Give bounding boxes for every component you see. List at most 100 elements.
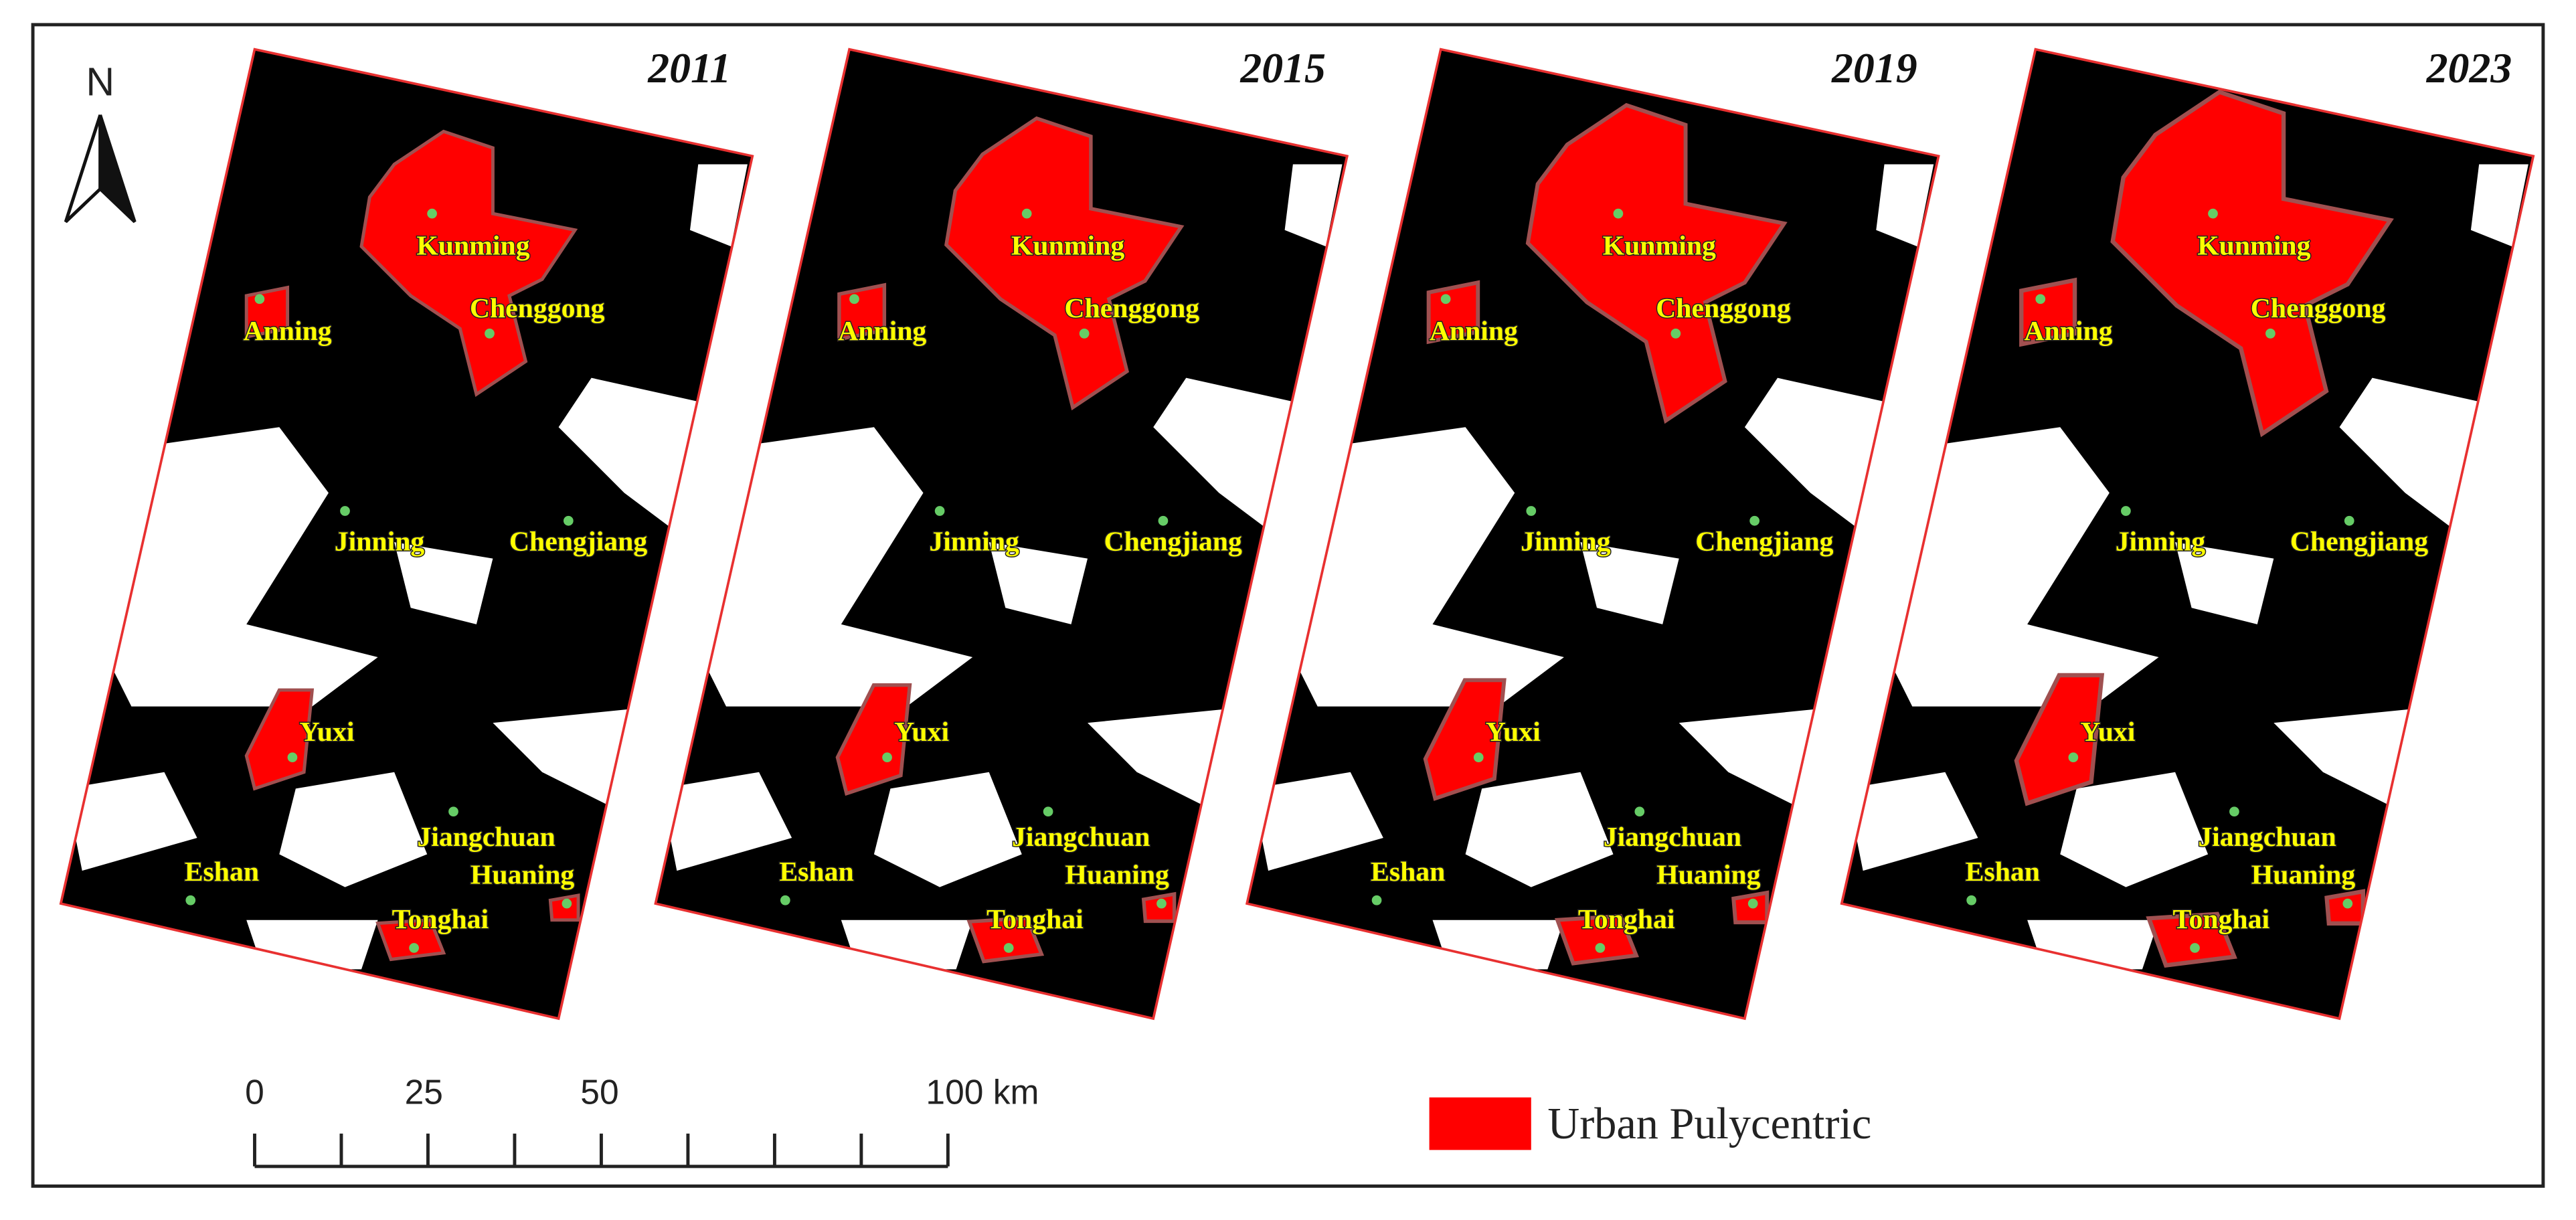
city-point [485, 329, 495, 339]
city-point [185, 895, 196, 905]
north-arrow-right [98, 114, 137, 224]
city-point [882, 752, 892, 763]
non-urban-area [1580, 542, 1679, 624]
non-urban-area [689, 164, 748, 247]
city-label: Jinning [1521, 526, 1611, 557]
city-label: Chengjiang [1695, 526, 1833, 557]
non-urban-area [106, 427, 378, 707]
panel-year: 2023 [2426, 44, 2512, 92]
city-point [1747, 898, 1758, 909]
legend: Urban Pulycentric [1429, 1097, 1871, 1150]
city-point [1613, 208, 1624, 219]
city-label: Chengjiang [509, 526, 647, 557]
city-point [2035, 294, 2046, 304]
city-label: Anning [243, 316, 331, 347]
city-point [287, 752, 298, 763]
panel-border [1840, 48, 2535, 1021]
city-point [934, 506, 945, 516]
scale-label: 100 km [926, 1073, 1039, 1112]
north-label: N [86, 60, 114, 104]
city-label: Chenggong [470, 293, 605, 324]
urban-area [1554, 913, 1640, 966]
city-point [2344, 515, 2354, 526]
city-point [1670, 329, 1681, 339]
city-point [1156, 898, 1167, 909]
city-point [2265, 329, 2276, 339]
city-label: Eshan [779, 857, 853, 887]
city-point [1003, 943, 1014, 953]
city-point [2068, 752, 2079, 763]
city-label: Jinning [929, 526, 1019, 557]
city-label: Huaning [470, 860, 575, 891]
map-panel: 2019 Kunming Chenggong Anning Jinning Chengji… [1245, 44, 1940, 1021]
city-point [2190, 943, 2200, 953]
non-urban-area [1292, 427, 1564, 707]
city-point [1473, 752, 1484, 763]
city-label: Jinning [335, 526, 425, 557]
city-point [2342, 898, 2353, 909]
non-urban-area [1465, 772, 1614, 887]
city-label: Yuxi [894, 717, 949, 748]
city-label: Eshan [1966, 857, 2040, 887]
legend-label: Urban Pulycentric [1547, 1100, 1871, 1148]
city-label: Yuxi [1486, 717, 1541, 748]
non-urban-area [1847, 772, 1978, 871]
non-urban-area [394, 542, 493, 624]
city-label: Anning [1430, 316, 1518, 347]
city-point [563, 515, 574, 526]
city-label: Jiangchuan [2198, 822, 2336, 853]
scale-label: 0 [245, 1073, 264, 1112]
city-label: Tonghai [1578, 904, 1675, 935]
panel-border [1245, 48, 1940, 1021]
city-point [427, 208, 437, 219]
city-label: Yuxi [2080, 717, 2135, 748]
panel-year: 2011 [647, 44, 731, 92]
panel-border [654, 48, 1349, 1021]
city-label: Chengjiang [2290, 526, 2428, 557]
non-urban-area [2060, 772, 2209, 887]
non-urban-area [2470, 164, 2528, 247]
city-point [340, 506, 350, 516]
map-panel: 2011 Kunming Chenggong Anning Jinning Chengji… [59, 44, 754, 1021]
urban-area [244, 688, 315, 791]
city-point [849, 294, 859, 304]
panel-year: 2019 [1831, 44, 1917, 92]
urban-area [966, 916, 1045, 964]
city-point [1595, 943, 1606, 953]
urban-area [2019, 277, 2077, 347]
city-label: Kunming [2197, 231, 2310, 262]
north-arrow: N [64, 60, 137, 224]
city-label: Anning [2024, 316, 2112, 347]
non-urban-area [1876, 164, 1934, 247]
non-urban-area [660, 772, 792, 871]
urban-area [375, 918, 446, 962]
city-label: Yuxi [300, 717, 355, 748]
scale-label: 50 [580, 1073, 618, 1112]
non-urban-area [1252, 772, 1383, 871]
city-label: Eshan [185, 857, 259, 887]
map-panel: 2023 Kunming Chenggong Anning Jinning Chengji… [1840, 44, 2535, 1021]
panel-year: 2015 [1239, 44, 1326, 92]
city-label: Chenggong [2251, 293, 2386, 324]
urban-area [2146, 911, 2237, 968]
non-urban-area [989, 542, 1088, 624]
legend-swatch [1429, 1097, 1531, 1150]
city-label: Jiangchuan [417, 822, 555, 853]
urban-area [1423, 678, 1507, 801]
non-urban-area [701, 427, 973, 707]
panels: 2011 Kunming Chenggong Anning Jinning Chengji… [59, 44, 2535, 1021]
city-label: Kunming [416, 231, 529, 262]
city-label: Chengjiang [1104, 526, 1242, 557]
city-point [1079, 329, 1090, 339]
city-point [1966, 895, 1977, 905]
city-label: Tonghai [392, 904, 489, 935]
scale-label: 25 [405, 1073, 443, 1112]
panel-content [60, 49, 753, 1019]
city-point [1749, 515, 1760, 526]
city-point [2208, 208, 2218, 219]
city-point [562, 898, 572, 909]
city-label: Huaning [1065, 860, 1170, 891]
city-label: Jinning [2116, 526, 2206, 557]
city-label: Huaning [1656, 860, 1761, 891]
